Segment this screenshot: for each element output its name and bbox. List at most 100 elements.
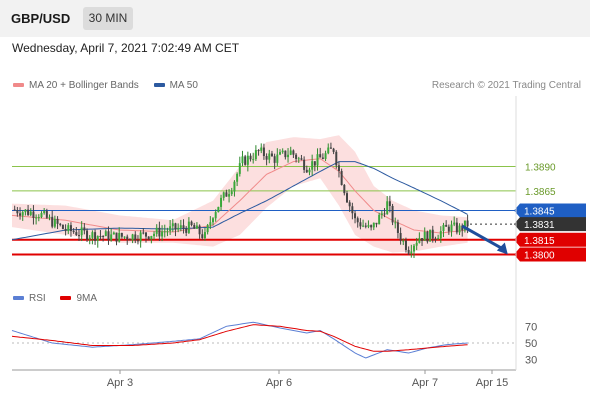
candle-body [348,202,351,207]
legend-label-9ma: 9MA [76,293,98,304]
candle-body [102,236,105,238]
candle-body [426,231,429,242]
candle-body [150,236,153,240]
candle-body [27,209,30,215]
candle-body [246,155,249,165]
candle-body [206,225,209,233]
level-tag-1-3845: 1.3845 [514,203,586,218]
candle-body [262,147,265,157]
candle-body [112,232,115,235]
candle-body [83,227,86,231]
candle-body [75,232,78,236]
timeframe-button[interactable]: 30 MIN [83,7,133,30]
candle-body [335,151,338,166]
level-tag-bg [514,217,586,232]
candle-body [233,181,236,192]
forecast-arrowhead [496,242,508,255]
candle-body [145,232,147,237]
candle-body [179,225,182,228]
candle-body [415,242,418,246]
candle-body [455,222,458,233]
candle-body [319,154,322,158]
candle-body [110,234,113,241]
candle-body [300,158,303,160]
candle-body [316,154,319,166]
candle-body [418,238,421,243]
candle-body [59,223,62,225]
candle-body [466,220,469,227]
candle-body [431,229,434,239]
candle-body [463,220,466,231]
rsi-tick-30: 30 [525,355,537,367]
forecast-arrow [461,224,505,251]
legend-item-rsi: RSI [13,293,46,304]
candle-body [249,155,252,160]
candle-body [394,222,397,224]
candle-body [19,213,22,216]
candle-body [370,225,373,228]
candle-body [126,236,129,240]
candle-body [378,214,381,225]
candle-body [99,235,102,237]
level-tag-text: 1.3845 [524,206,555,217]
candle-body [450,224,453,232]
candle-body [171,223,174,227]
candle-body [305,169,308,173]
candle-body [453,222,456,225]
candle-body [297,158,300,160]
candle-body [236,173,239,182]
candle-body [190,221,193,226]
rsi-legend: RSI 9MA [13,293,109,304]
candle-body [24,209,27,213]
ma50-line [11,161,468,241]
candle-body [404,240,407,250]
candle-body [445,224,448,227]
candle-body [380,213,383,215]
level-label-1-3890: 1.3890 [525,162,556,173]
candle-body [423,231,426,241]
candle-body [161,231,164,237]
candle-body [313,161,316,166]
candle-body [391,205,394,223]
candle-body [120,232,123,237]
candle-body [153,233,156,237]
candle-body [230,191,233,195]
candle-body [69,225,72,232]
candle-body [383,213,386,215]
candle-body [362,225,365,227]
legend-swatch-9ma [60,296,72,301]
candle-body [142,232,145,234]
candle-body [48,216,51,218]
candle-body [94,232,97,241]
candle-body [198,225,201,235]
level-tag-text: 1.3831 [524,220,555,231]
candle-body [375,222,378,225]
candle-body [51,216,54,227]
candle-body [222,192,225,198]
candle-body [461,225,464,231]
candle-body [327,147,330,154]
candle-body [56,218,59,224]
candle-body [13,209,16,211]
candle-body [410,251,413,254]
candle-body [203,232,206,239]
candle-body [169,226,172,232]
candle-body [351,206,354,214]
candle-body [21,212,24,216]
candle-body [340,170,343,185]
candle-body [354,213,357,219]
candle-body [364,225,367,227]
candle-body [228,194,231,197]
candle-body [388,201,391,206]
candle-body [413,245,415,252]
level-tag-text: 1.3800 [524,250,555,261]
candle-body [214,212,217,219]
candle-body [45,211,48,218]
x-tick-Apr-6: Apr 6 [266,377,292,389]
candle-body [429,229,432,242]
candle-body [220,197,223,207]
level-tag-bg [514,203,586,218]
chart-legend: MA 20 + Bollinger Bands MA 50 [13,80,210,91]
candle-body [268,153,271,160]
